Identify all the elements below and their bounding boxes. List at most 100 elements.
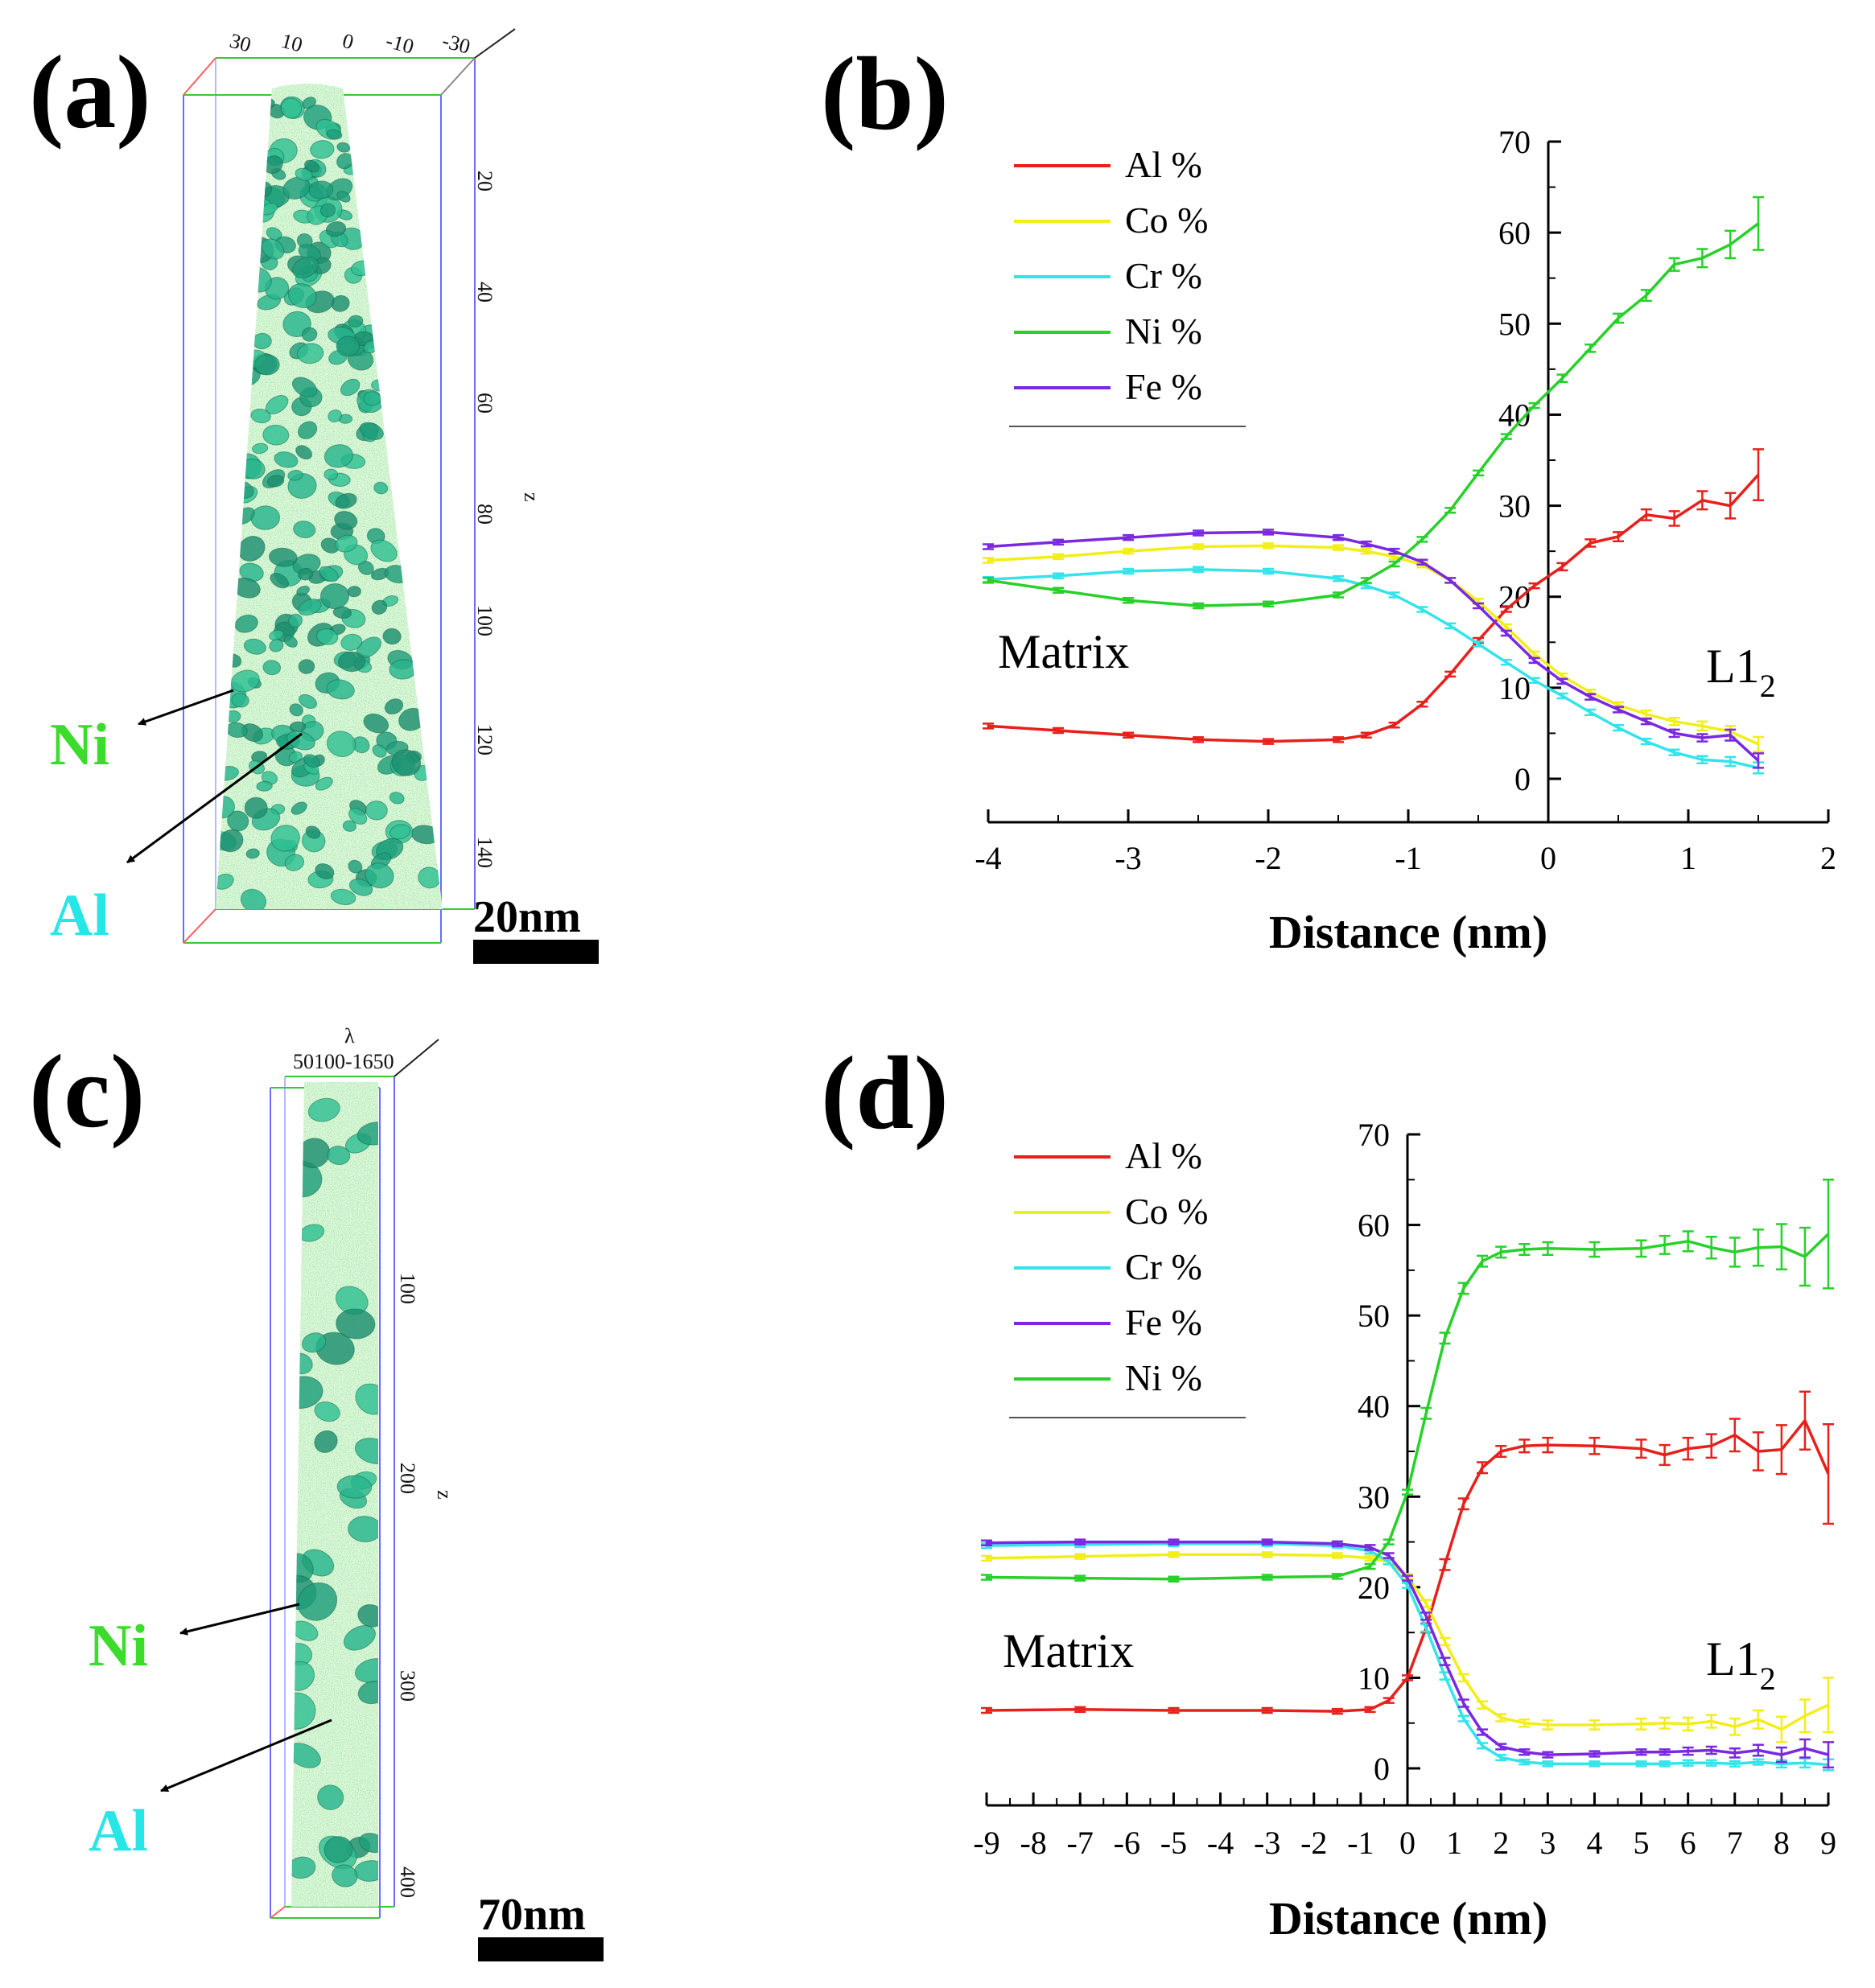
precipitate-a-223: [261, 238, 285, 260]
apt-z-tick-c-2: 300: [396, 1670, 419, 1702]
precipitate-a-184: [323, 444, 353, 468]
precipitate-a-3: [389, 792, 405, 805]
y-tick-label-d-2: 20: [1358, 1570, 1390, 1606]
precipitate-a-47: [332, 606, 352, 619]
panel-a-label: (a): [29, 35, 151, 150]
precipitate-a-52: [315, 776, 333, 791]
data-point-b-0-12: [1528, 582, 1540, 590]
data-point-b-0-19: [1725, 492, 1737, 520]
precipitate-c-32: [336, 1475, 373, 1499]
y-tick-label-b-7: 70: [1498, 124, 1531, 160]
precipitate-a-105: [231, 693, 249, 708]
precipitate-a-243: [335, 534, 358, 553]
precipitate-a-95: [295, 445, 313, 460]
data-point-b-0-15: [1613, 531, 1624, 542]
precipitate-a-120: [335, 492, 357, 509]
data-point-b-3-6: [1360, 577, 1372, 584]
precipitate-c-14: [354, 1438, 378, 1464]
data-point-d-1-15: [1589, 1719, 1601, 1731]
precipitate-c-9: [357, 1681, 378, 1705]
apt-z-tick-a-6: 140: [473, 837, 497, 868]
data-point-d-2-17: [1659, 1760, 1671, 1768]
data-point-d-4-7: [1402, 1488, 1413, 1496]
precipitate-a-155: [328, 410, 343, 422]
x-tick-label-d-7: -2: [1300, 1825, 1327, 1861]
data-point-b-0-8: [1416, 700, 1428, 708]
data-point-b-3-17: [1668, 257, 1680, 272]
x-tick-label-d-6: -3: [1254, 1825, 1280, 1861]
precipitate-c-36: [327, 1146, 351, 1166]
data-point-b-4-6: [1360, 540, 1372, 548]
precipitate-a-253: [292, 256, 319, 279]
data-point-d-0-11: [1476, 1461, 1488, 1475]
apt-z-tick-a-2: 60: [473, 393, 497, 414]
y-tick-label-b-6: 60: [1498, 215, 1531, 251]
l12-subscript-b: 2: [1760, 668, 1776, 704]
precipitate-a-97: [280, 97, 303, 119]
precipitate-c-13: [291, 1743, 321, 1768]
data-point-d-4-23: [1799, 1226, 1811, 1287]
data-point-b-0-4: [1263, 738, 1274, 745]
data-point-d-4-17: [1659, 1234, 1671, 1255]
legend-label-d-0: Al %: [1125, 1135, 1202, 1176]
data-point-d-0-23: [1799, 1390, 1811, 1451]
atom-cloud-c: [291, 1082, 378, 1907]
data-point-d-0-14: [1542, 1436, 1554, 1454]
data-point-b-2-14: [1584, 708, 1597, 717]
data-point-d-4-14: [1542, 1241, 1554, 1256]
data-point-b-2-9: [1444, 622, 1457, 630]
data-point-d-1-12: [1495, 1713, 1507, 1723]
data-point-d-3-2: [1168, 1538, 1180, 1546]
x-tick-label-d-1: -8: [1020, 1825, 1046, 1861]
data-point-d-2-18: [1682, 1759, 1694, 1767]
data-point-b-4-9: [1444, 577, 1457, 584]
x-tick-label-d-14: 5: [1634, 1825, 1650, 1861]
data-point-b-2-19: [1725, 755, 1737, 768]
data-point-b-0-9: [1444, 670, 1457, 678]
precipitate-a-39: [237, 536, 266, 562]
precipitate-c-35: [302, 1332, 327, 1353]
data-point-b-4-12: [1528, 656, 1540, 665]
precipitate-a-224: [336, 191, 351, 203]
data-point-d-4-12: [1495, 1245, 1507, 1259]
precipitate-a-255: [325, 221, 347, 237]
precipitate-a-212: [287, 470, 303, 481]
data-point-b-0-18: [1696, 490, 1708, 511]
precipitate-a-165: [319, 566, 339, 582]
data-point-d-1-22: [1775, 1715, 1787, 1743]
apt-top-ticks-c: 50100-1650: [293, 1050, 394, 1073]
data-point-b-1-2: [1123, 547, 1134, 555]
data-point-d-2-20: [1729, 1760, 1741, 1768]
precipitate-a-248: [286, 731, 315, 751]
data-point-b-1-17: [1668, 716, 1680, 726]
apt-z-tick-a-1: 40: [473, 282, 497, 303]
precipitate-c-1: [291, 1553, 314, 1583]
data-point-b-4-10: [1473, 602, 1484, 610]
x-tick-label-b-6: 2: [1820, 840, 1836, 876]
legend-label-b-4: Fe %: [1125, 366, 1202, 407]
data-point-d-2-10: [1457, 1714, 1469, 1723]
precipitate-c-39: [355, 1383, 378, 1415]
precipitate-a-152: [268, 547, 298, 567]
data-point-b-4-5: [1333, 533, 1344, 541]
data-point-d-3-13: [1519, 1748, 1531, 1756]
data-point-d-1-18: [1682, 1716, 1694, 1731]
data-point-b-0-20: [1753, 448, 1764, 502]
data-point-b-3-9: [1444, 506, 1457, 514]
apt-z-tick-a-0: 20: [473, 171, 497, 191]
al-label-c: Al: [89, 1798, 148, 1864]
data-point-d-2-13: [1519, 1758, 1531, 1766]
precipitate-a-139: [256, 780, 273, 792]
data-point-d-3-5: [1364, 1544, 1376, 1551]
data-point-b-3-11: [1500, 433, 1512, 440]
data-point-d-0-1: [1074, 1706, 1086, 1714]
data-point-b-4-14: [1584, 693, 1597, 701]
precipitate-a-171: [305, 825, 321, 839]
precipitate-a-79: [270, 572, 289, 589]
precipitate-a-111: [291, 801, 307, 815]
precipitate-a-149: [348, 808, 368, 825]
data-point-b-3-10: [1473, 469, 1484, 477]
data-point-d-4-6: [1383, 1538, 1395, 1546]
x-tick-label-b-0: -4: [975, 840, 1001, 876]
precipitate-c-31: [356, 1122, 378, 1146]
